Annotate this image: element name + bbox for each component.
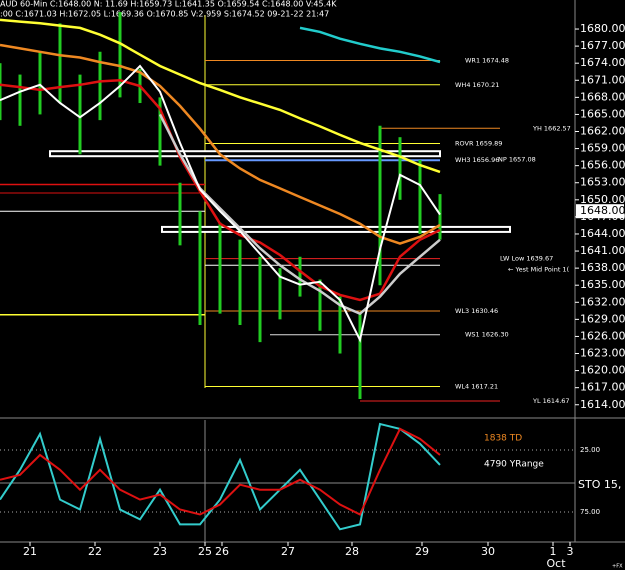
y-tick-label: 1620.00 [580,364,625,377]
y-tick-label: 1626.00 [580,329,625,342]
y-tick-label: 1659.00 [580,142,625,155]
x-tick-label: 1 [550,545,557,558]
level-label: WL3 1630.46 [455,307,498,315]
x-tick-label: 3 [567,545,574,558]
x-tick-label: 28 [345,545,359,558]
x-tick-label: 30 [481,545,495,558]
y-tick-label: 1629.00 [580,312,625,325]
y-tick-label: 1641.00 [580,244,625,257]
x-tick-label: 27 [281,545,295,558]
ma-line [0,79,441,302]
y-tick-label: 75.00 [580,508,600,516]
x-tick-label: 23 [153,545,167,558]
x-tick-label: 22 [88,545,102,558]
annotation: 4790 YRange [484,460,544,470]
ref-bar [49,150,441,158]
level-label: WR1 1674.48 [465,56,509,64]
y-tick-label: 25.00 [580,446,600,454]
ma-line [299,26,441,64]
annotation: STO 15, [578,478,621,491]
ma-line [0,43,441,245]
y-tick-label: 1680.00 [580,22,625,35]
level-label: WS1 1626.30 [465,331,509,339]
month-label: Oct [546,557,566,570]
ref-bar [161,225,511,233]
ma-line [0,422,441,531]
y-tick-label: 1614.00 [580,398,625,411]
level-label: WH3 1656.96 [455,156,499,164]
y-tick-label: 1644.00 [580,227,625,240]
level-label: NP 1657.08 [498,156,536,164]
level-label: YH 1662.57 [532,124,571,132]
y-tick-label: 1632.00 [580,295,625,308]
ma-line [0,64,441,343]
y-tick-label: 1662.00 [580,125,625,138]
x-tick-label: 21 [23,545,37,558]
x-tick-label: 25 [198,545,212,558]
last-price-label: 1648.00 [580,204,625,217]
level-label: YL 1614.67 [532,397,570,405]
y-tick-label: 1635.00 [580,278,625,291]
ma-line [0,18,441,174]
y-tick-label: 1674.00 [580,56,625,69]
y-tick-label: 1665.00 [580,107,625,120]
y-tick-label: 1677.00 [580,39,625,52]
y-tick-label: 1650.00 [580,193,625,206]
y-tick-label: 1671.00 [580,73,625,86]
level-label: LW Low 1639.67 [500,255,553,263]
level-label: ← Yest Mid Point 1( [508,265,570,273]
x-tick-label: 26 [215,545,229,558]
level-label: WH4 1670.21 [455,81,499,89]
ma-line [0,427,441,516]
y-tick-label: 1668.00 [580,90,625,103]
last-price-box [576,204,624,219]
header-text: :00 C:1671.03 H:1672.05 L:1669.36 O:1670… [0,10,329,19]
x-tick-label: 29 [415,545,429,558]
y-tick-label: 1623.00 [580,347,625,360]
y-tick-label: 1638.00 [580,261,625,274]
y-tick-label: 1653.00 [580,176,625,189]
level-label: ROVR 1659.89 [455,140,502,148]
header-text: AUD 60-Min C:1648.00 N: 11.69 H:1659.73 … [0,0,337,9]
y-tick-label: 1656.00 [580,159,625,172]
corner-label: +FX [612,564,623,570]
level-label: WL4 1617.21 [455,382,498,390]
y-tick-label: 1617.00 [580,381,625,394]
ma-line [158,113,441,316]
annotation: 1838 TD [484,434,522,444]
